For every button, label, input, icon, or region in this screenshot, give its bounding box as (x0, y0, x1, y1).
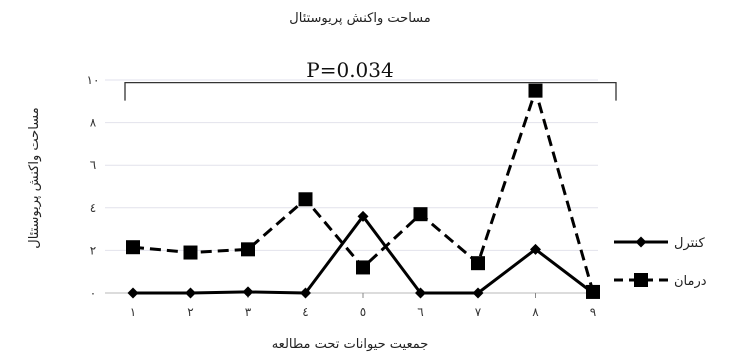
data-point-diamond (635, 236, 647, 248)
data-point-diamond (300, 287, 311, 299)
grid-layer (105, 79, 598, 294)
legend-label: کنترل (674, 236, 705, 251)
y-tick-label: ۱۰ (87, 73, 100, 87)
y-tick-label: ۰ (90, 286, 96, 300)
data-point-diamond (415, 287, 426, 299)
x-tick-label: ۱ (130, 305, 136, 319)
data-point-square (528, 83, 543, 98)
data-point-diamond (472, 287, 484, 299)
data-point-diamond (127, 287, 139, 299)
data-point-square (298, 192, 313, 207)
y-tick-label: ۲ (90, 243, 96, 257)
data-point-square (183, 245, 198, 260)
y-tick-label: ٤ (90, 201, 96, 215)
data-point-diamond (587, 287, 599, 299)
x-tick-label: ۷ (475, 305, 482, 319)
series-layer (126, 83, 600, 299)
data-point-diamond (357, 210, 369, 222)
x-tick-label: ۳ (245, 305, 252, 319)
y-axis-title: مساحت واکنش پریوستئال (27, 107, 42, 248)
x-tick-label: ٥ (360, 305, 366, 319)
p-value-annotation: P=0.034 (306, 58, 393, 82)
data-point-square (634, 273, 648, 287)
data-point-square (413, 207, 428, 222)
series-line-solid (133, 214, 594, 295)
x-tick-label: ٦ (417, 305, 423, 319)
data-point-diamond (185, 287, 196, 299)
axes-layer: ۰ ۲ ٤ ٦ ۸ ۱۰ ۱ ۲ ۳ ٤ ٥ ٦ ۷ ۸ ۹ (87, 73, 617, 319)
data-point-diamond (530, 243, 541, 255)
y-tick-label: ۸ (90, 116, 97, 130)
x-tick-label: ۲ (187, 305, 193, 319)
legend: کنترل درمان (614, 236, 707, 289)
significance-bracket (124, 82, 617, 101)
data-point-diamond (242, 286, 254, 298)
data-point-square (471, 256, 485, 271)
data-point-square (126, 240, 140, 255)
data-point-square (356, 260, 370, 275)
legend-label: درمان (674, 274, 707, 289)
x-tick-label: ۸ (532, 305, 539, 319)
x-tick-label: ۹ (590, 305, 596, 319)
data-point-square (241, 242, 255, 257)
x-axis-title: جمعیت حیوانات تحت مطالعه (272, 337, 429, 352)
y-tick-label: ٦ (90, 158, 96, 172)
x-tick-label: ٤ (302, 305, 308, 319)
chart-title: مساحت واکنش پریوستئال (289, 11, 430, 26)
